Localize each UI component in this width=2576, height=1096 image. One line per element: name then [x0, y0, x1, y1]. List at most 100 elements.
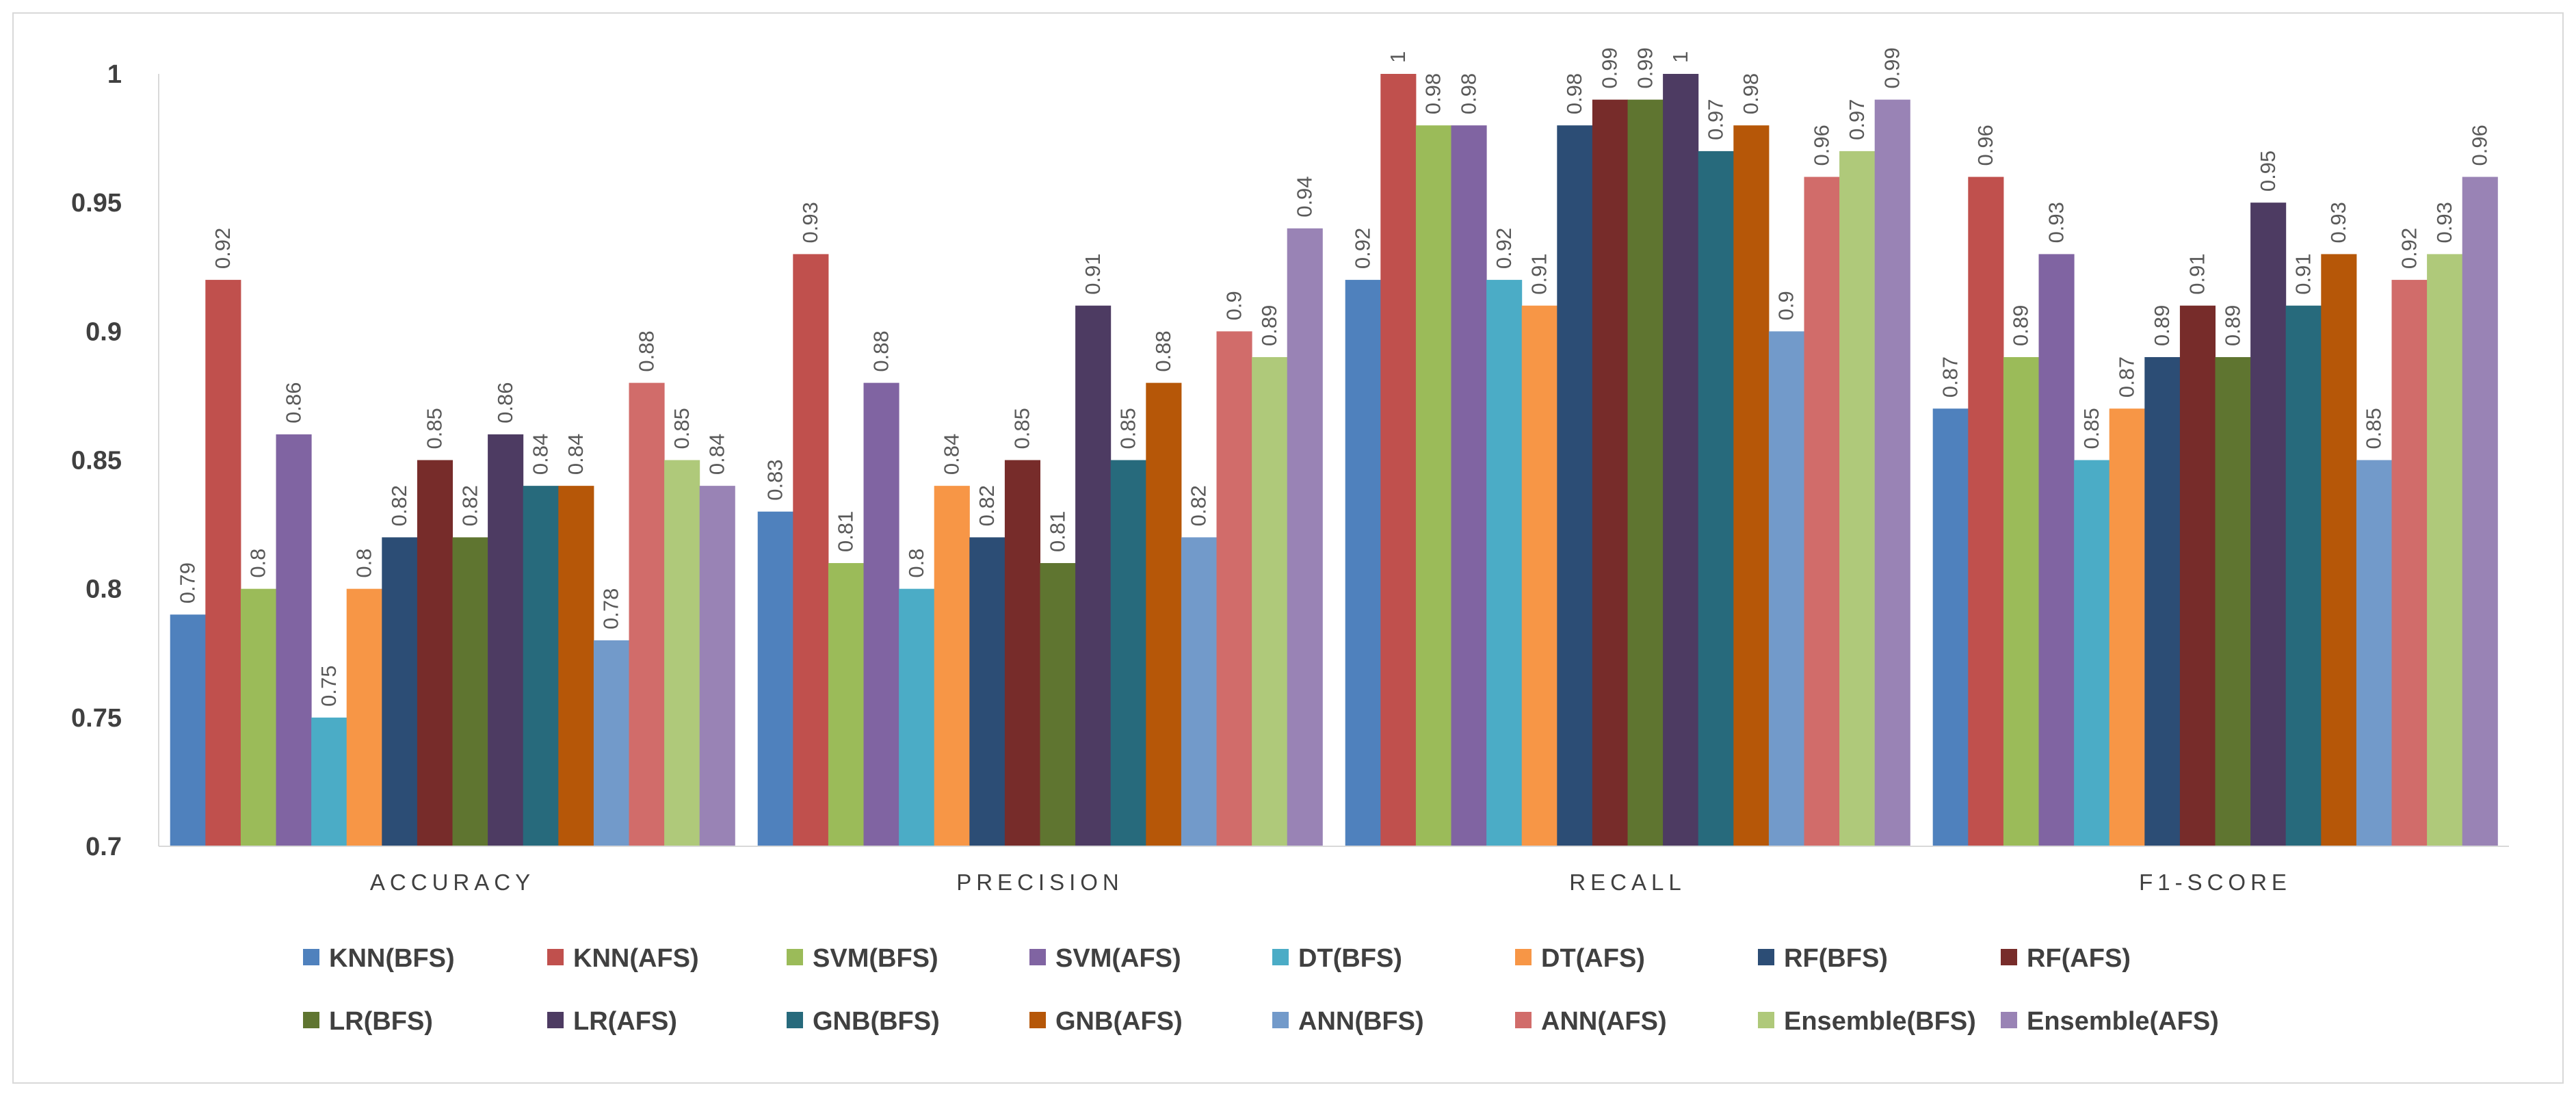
legend-label: GNB(AFS) — [1055, 1007, 1183, 1036]
data-label: 0.87 — [2115, 356, 2139, 397]
category-label-f1-score: F1-SCORE — [2139, 870, 2291, 895]
data-label: 0.98 — [1562, 73, 1586, 114]
data-label: 0.92 — [2397, 228, 2421, 269]
data-label: 0.97 — [1845, 99, 1869, 140]
bar-precision-rfbfs — [969, 537, 1006, 846]
bar-f1-score-svmbfs — [2003, 356, 2039, 846]
bar-accuracy-ensemblebfs — [664, 460, 700, 846]
legend-swatch — [1272, 1012, 1289, 1028]
bar-accuracy-ensembleafs — [699, 486, 735, 846]
legend-swatch — [303, 1012, 319, 1028]
bar-accuracy-knnbfs — [170, 614, 206, 846]
legend-swatch — [2001, 1012, 2017, 1028]
data-label: 0.84 — [705, 434, 729, 475]
data-label: 0.99 — [1880, 47, 1904, 88]
legend-swatch — [1029, 949, 1046, 965]
data-label: 0.92 — [1351, 228, 1375, 269]
data-label: 0.92 — [211, 228, 235, 269]
bar-precision-ensembleafs — [1287, 228, 1323, 846]
bar-recall-lrafs — [1663, 74, 1699, 846]
bar-accuracy-gnbafs — [558, 486, 594, 846]
bar-recall-lrbfs — [1627, 99, 1664, 847]
bar-f1-score-dtafs — [2109, 408, 2145, 846]
y-tick-label-0: 0.7 — [86, 833, 122, 861]
data-label: 0.89 — [2220, 305, 2244, 346]
legend-item-annbfs: ANN(BFS) — [1272, 1007, 1424, 1036]
legend-label: RF(BFS) — [1784, 944, 1888, 973]
legend-swatch — [1515, 949, 1532, 965]
data-label: 0.85 — [2079, 408, 2103, 449]
bar-f1-score-svmafs — [2038, 254, 2075, 846]
bar-precision-gnbafs — [1146, 382, 1182, 846]
bar-precision-lrbfs — [1040, 563, 1076, 846]
data-label: 0.87 — [1938, 356, 1962, 397]
bar-f1-score-knnbfs — [1932, 408, 1969, 846]
bar-accuracy-annafs — [629, 382, 665, 846]
data-label: 0.93 — [2044, 202, 2068, 243]
data-label: 0.85 — [423, 408, 447, 449]
bar-recall-gnbafs — [1733, 125, 1770, 847]
data-label: 0.88 — [869, 330, 893, 371]
data-label: 0.94 — [1293, 176, 1317, 217]
y-axis-ticks: 0.7 0.75 0.8 0.85 0.9 0.95 1 — [71, 60, 122, 861]
data-label: 0.78 — [599, 588, 623, 629]
legend-label: KNN(AFS) — [573, 944, 699, 973]
legend-item-svmbfs: SVM(BFS) — [787, 944, 938, 973]
data-label: 0.84 — [940, 434, 964, 475]
bar-accuracy-knnafs — [205, 280, 241, 847]
legend-item-ensemblebfs: Ensemble(BFS) — [1758, 1007, 1976, 1036]
y-tick-label-6: 1 — [107, 60, 122, 89]
data-label: 0.9 — [1774, 291, 1798, 320]
bar-accuracy-svmafs — [276, 434, 312, 846]
legend-item-ensembleafs: Ensemble(AFS) — [2001, 1007, 2219, 1036]
data-label: 0.88 — [1151, 330, 1175, 371]
data-label: 0.96 — [1809, 125, 1833, 166]
legend-swatch — [303, 949, 319, 965]
data-label: 0.81 — [1045, 511, 1069, 552]
legend-label: SVM(AFS) — [1055, 944, 1181, 973]
bar-f1-score-rfafs — [2179, 305, 2216, 846]
bar-accuracy-lrafs — [488, 434, 524, 846]
legend-item-knnafs: KNN(AFS) — [547, 944, 699, 973]
legend-swatch — [547, 949, 564, 965]
bar-accuracy-annbfs — [593, 640, 629, 846]
legend-item-rfafs: RF(AFS) — [2001, 944, 2131, 973]
bar-f1-score-ensemblebfs — [2427, 254, 2463, 846]
legend-item-dtafs: DT(AFS) — [1515, 944, 1645, 973]
bar-f1-score-knnafs — [1968, 177, 2004, 846]
bar-precision-svmbfs — [828, 563, 864, 846]
data-label: 0.96 — [2468, 125, 2492, 166]
legend-swatch — [1758, 949, 1774, 965]
bar-recall-gnbbfs — [1698, 151, 1734, 846]
data-label: 0.91 — [2291, 253, 2315, 294]
bar-f1-score-rfbfs — [2144, 356, 2181, 846]
bar-f1-score-dtbfs — [2074, 460, 2110, 846]
bar-f1-score-annbfs — [2356, 460, 2392, 846]
bar-accuracy-lrbfs — [452, 537, 488, 846]
bar-accuracy-dtbfs — [311, 717, 347, 846]
legend-label: SVM(BFS) — [813, 944, 938, 973]
data-label: 0.8 — [352, 549, 376, 578]
data-label: 0.88 — [634, 330, 658, 371]
legend-label: DT(BFS) — [1298, 944, 1402, 973]
bar-recall-dtbfs — [1486, 280, 1523, 847]
data-label: 0.96 — [1973, 125, 1997, 166]
y-tick-label-1: 0.75 — [71, 704, 122, 733]
bar-f1-score-lrafs — [2250, 203, 2287, 847]
legend-item-lrafs: LR(AFS) — [547, 1007, 677, 1036]
bar-accuracy-rfafs — [417, 460, 453, 846]
bar-precision-annbfs — [1181, 537, 1217, 846]
data-label: 0.83 — [763, 459, 787, 500]
y-tick-label-2: 0.8 — [86, 575, 122, 604]
data-label: 0.91 — [1527, 253, 1551, 294]
category-label-precision: PRECISION — [956, 870, 1124, 895]
data-label: 1 — [1386, 51, 1410, 63]
bar-recall-annafs — [1804, 177, 1840, 846]
data-label: 0.82 — [1187, 485, 1211, 526]
data-label: 0.86 — [281, 382, 305, 423]
data-label: 0.9 — [1222, 291, 1246, 320]
legend-label: LR(AFS) — [573, 1007, 677, 1036]
data-label: 0.8 — [246, 549, 270, 578]
bar-recall-rfafs — [1592, 99, 1628, 847]
bar-accuracy-svmbfs — [240, 588, 276, 846]
